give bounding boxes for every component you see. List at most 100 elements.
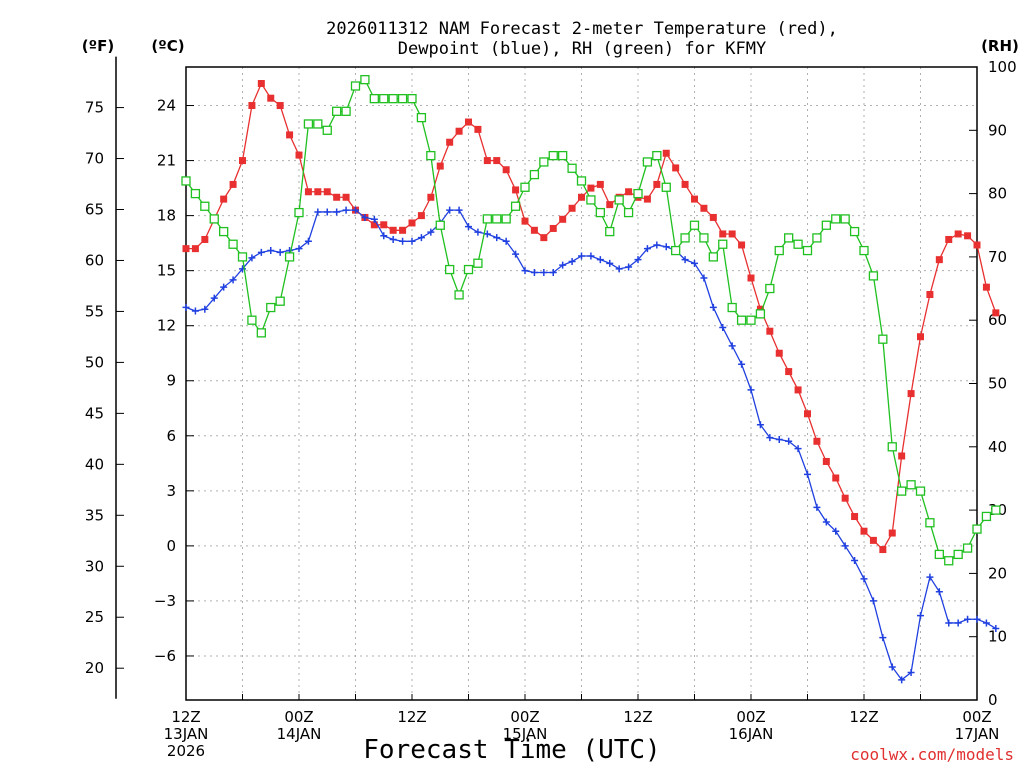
x-tick-label: 00Z — [962, 708, 991, 726]
dewpoint-point — [521, 267, 529, 275]
dewpoint-point — [417, 234, 425, 242]
dewpoint-point — [973, 615, 981, 623]
dewpoint-point — [408, 237, 416, 245]
dewpoint-point — [201, 305, 209, 313]
dewpoint-point — [662, 243, 670, 251]
rh-point — [237, 252, 248, 262]
dewpoint-point — [879, 634, 887, 642]
rh-point — [755, 309, 766, 319]
rh-point — [981, 511, 992, 522]
rh-point — [303, 119, 314, 129]
temperature-point — [304, 188, 312, 196]
rh-point — [953, 549, 963, 560]
temperature-point — [220, 195, 228, 203]
rh-point — [831, 214, 841, 224]
rh-point — [915, 486, 926, 496]
temperature-point — [691, 195, 698, 203]
temperature-point — [728, 230, 736, 238]
temperature-point — [606, 201, 614, 209]
rh-point — [727, 302, 737, 313]
rh-point — [746, 315, 756, 325]
dewpoint-point — [794, 445, 802, 453]
temperature-point — [719, 230, 727, 238]
dewpoint-point — [747, 386, 755, 394]
x-tick-label: 17JAN — [955, 725, 1000, 743]
rh-tick-label: 10 — [988, 628, 1007, 646]
dewpoint-point — [681, 256, 689, 264]
rh-point — [416, 112, 427, 123]
rh-tick-label: 0 — [988, 691, 998, 709]
dewpoint-point — [954, 619, 962, 627]
rh-point — [548, 150, 558, 161]
temperature-point — [917, 333, 924, 341]
x-tick-label: 12Z — [849, 708, 878, 726]
celsius-tick-label: −6 — [154, 647, 176, 665]
rh-point — [821, 220, 831, 230]
temperature-point — [973, 241, 981, 249]
rh-point — [774, 245, 784, 256]
dewpoint-point — [323, 208, 331, 216]
temperature-point — [380, 221, 388, 229]
rh-point — [680, 233, 690, 243]
data-series — [181, 75, 1001, 684]
temperature-point — [954, 230, 962, 238]
dewpoint-point — [653, 241, 661, 249]
temperature-point — [869, 536, 877, 544]
rh-point — [708, 252, 718, 262]
rh-point — [736, 315, 747, 325]
dewpoint-point — [483, 230, 491, 238]
temperature-point — [700, 204, 708, 212]
rh-point — [200, 201, 210, 211]
dewpoint-point — [304, 237, 312, 245]
rh-point — [840, 214, 850, 224]
dewpoint-point — [530, 268, 538, 276]
series-rh — [181, 75, 1001, 566]
temperature-point — [333, 193, 341, 201]
rh-point — [350, 81, 361, 91]
rh-point — [897, 486, 907, 496]
rh-point — [652, 150, 662, 161]
rh-tick-label: 100 — [988, 58, 1017, 76]
temperature-point — [822, 457, 830, 465]
temperature-point — [323, 188, 331, 196]
temperature-point — [738, 241, 746, 249]
rh-point — [341, 106, 351, 116]
dewpoint-point — [606, 259, 614, 267]
temperature-point — [549, 224, 557, 232]
rh-point — [623, 207, 634, 218]
dewpoint-point — [775, 435, 783, 443]
dewpoint-point — [512, 250, 520, 258]
dewpoint-point — [502, 237, 510, 245]
dewpoint-point — [945, 619, 953, 627]
temperature-point — [964, 232, 972, 240]
rh-point — [388, 94, 398, 104]
temperature-point — [851, 513, 859, 521]
temperature-point — [596, 180, 604, 188]
rh-point — [793, 239, 803, 249]
fahrenheit-tick-label: 30 — [85, 557, 104, 575]
temperature-point — [512, 186, 520, 194]
dewpoint-point — [625, 263, 633, 271]
rh-point — [962, 543, 973, 553]
rh-point — [765, 283, 775, 294]
x-tick-label: 13JAN — [164, 725, 209, 743]
dewpoint-point — [465, 223, 472, 231]
temperature-point — [502, 166, 510, 174]
dewpoint-point — [964, 615, 972, 623]
temperature-point — [643, 195, 651, 203]
x-axis-title: Forecast Time (UTC) — [363, 735, 660, 765]
temperature-point — [578, 193, 585, 201]
dewpoint-point — [342, 206, 350, 214]
dewpoint-point — [399, 237, 407, 245]
rh-line — [185, 78, 997, 562]
temperature-point — [992, 309, 1000, 317]
rh-point — [972, 524, 982, 534]
temperature-point — [314, 188, 322, 196]
rh-point — [558, 150, 568, 161]
rh-point — [445, 264, 455, 275]
temperature-point — [756, 305, 764, 313]
dewpoint-point — [493, 234, 501, 242]
dewpoint-point — [220, 283, 228, 291]
dewpoint-point — [474, 228, 482, 236]
dewpoint-point — [860, 575, 868, 583]
